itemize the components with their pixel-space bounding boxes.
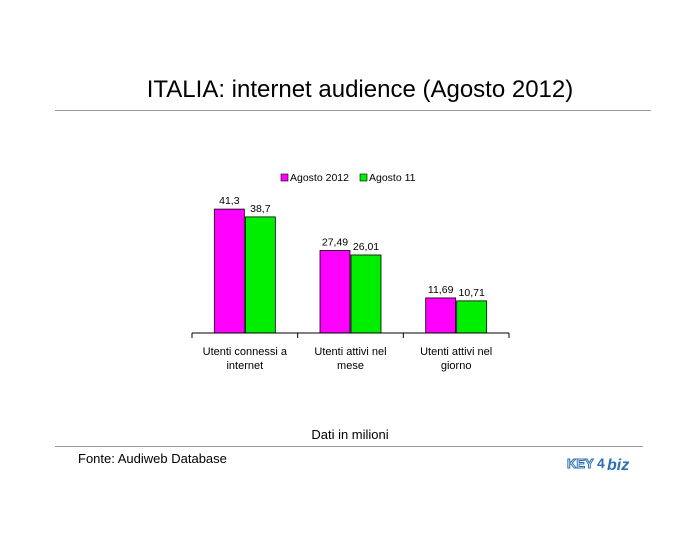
bar: [350, 254, 382, 334]
legend-label: Agosto 2012: [290, 172, 349, 184]
category-label: mese: [337, 360, 364, 372]
bar: [213, 208, 245, 334]
bar: [425, 297, 457, 334]
svg-text:4: 4: [597, 455, 605, 471]
legend-swatch: [280, 173, 289, 182]
category-label: Utenti attivi nel: [420, 346, 492, 358]
data-label: 38,7: [250, 203, 271, 215]
category-label: giorno: [441, 360, 472, 372]
legend-swatch: [359, 173, 368, 182]
data-label: 11,69: [428, 284, 454, 296]
category-label: internet: [226, 360, 263, 372]
page-title: ITALIA: internet audience (Agosto 2012): [146, 76, 574, 103]
legend-label: Agosto 11: [369, 172, 416, 184]
bar: [319, 250, 351, 334]
bar: [244, 216, 276, 334]
key4biz-logo: KEY 4 biz: [567, 455, 630, 474]
svg-text:biz: biz: [607, 457, 629, 474]
svg-text:KEY: KEY: [567, 456, 594, 471]
title-divider: [55, 110, 651, 111]
bar: [456, 300, 488, 334]
bar-chart: Agosto 2012 Agosto 11 41,3 38,7 Utenti conne…: [191, 172, 510, 372]
source-note: Fonte: Audiweb Database: [78, 451, 227, 466]
category-label: Utenti attivi nel: [314, 346, 386, 358]
data-label: 27,49: [322, 237, 348, 249]
data-label: 26,01: [353, 241, 379, 253]
category-label: Utenti connessi a: [203, 346, 288, 358]
data-label: 10,71: [459, 287, 485, 299]
units-note: Dati in milioni: [311, 427, 389, 442]
footer-divider: [55, 446, 643, 447]
data-label: 41,3: [219, 195, 240, 207]
